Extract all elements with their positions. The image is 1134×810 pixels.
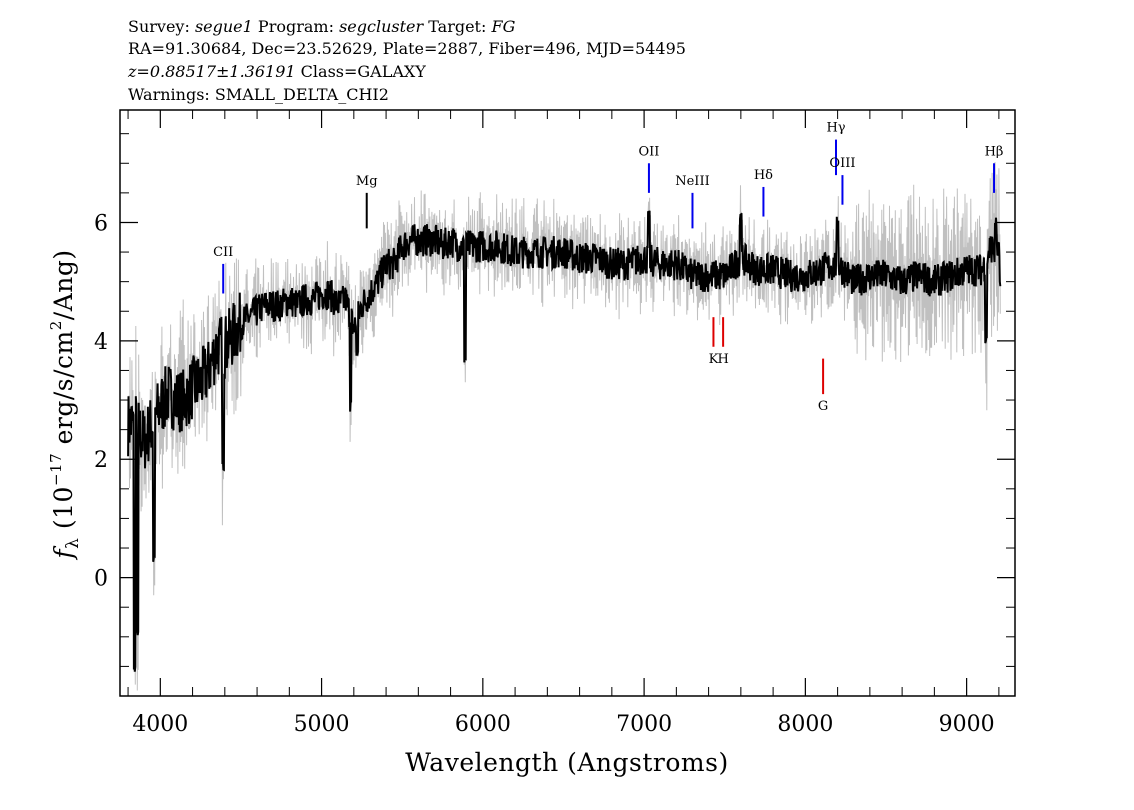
x-tick-label: 9000 (939, 712, 995, 737)
y-axis-title: fλ (10−17 erg/s/cm2/Ang) (47, 249, 83, 560)
header-line-3: z=0.88517±1.36191 Class=GALAXY (127, 62, 426, 81)
y-tick-label: 0 (94, 567, 108, 592)
flux-series-line (127, 210, 1002, 672)
x-tick-label: 8000 (777, 712, 833, 737)
line-label-K: K (709, 352, 719, 367)
x-tick-label: 7000 (616, 712, 672, 737)
line-label-Hβ: Hβ (985, 144, 1004, 159)
line-label-OII: OII (638, 144, 659, 159)
x-tick-label: 4000 (132, 712, 188, 737)
axis-tick-labels: 4000 5000 6000 7000 8000 9000 0 2 4 6 (94, 211, 995, 737)
x-tick-label: 6000 (455, 712, 511, 737)
x-axis-title: Wavelength (Angstroms) (405, 748, 728, 777)
line-label-OIII: OIII (829, 156, 855, 171)
header-line-4: Warnings: SMALL_DELTA_CHI2 (128, 85, 389, 104)
axis-ticks (120, 110, 1015, 696)
y-tick-label: 6 (94, 211, 108, 236)
line-label-Hδ: Hδ (754, 168, 773, 183)
line-label-G: G (818, 399, 828, 414)
x-tick-label: 5000 (294, 712, 350, 737)
spectral-line-markers: CII Mg OII NeIII Hδ Hγ OIII Hβ K H G (213, 121, 1003, 415)
line-label-Hγ: Hγ (826, 121, 845, 136)
line-label-Mg: Mg (356, 174, 378, 189)
y-tick-label: 4 (94, 330, 108, 355)
header-line-2: RA=91.30684, Dec=23.52629, Plate=2887, F… (128, 39, 686, 58)
line-label-CII: CII (213, 245, 233, 260)
line-label-H: H (717, 352, 728, 367)
line-label-NeIII: NeIII (675, 174, 709, 189)
plot-frame (119, 109, 1016, 697)
plot-area (127, 161, 1002, 691)
y-tick-label: 2 (94, 448, 108, 473)
header-line-1: Survey: segue1 Program: segcluster Targe… (128, 17, 516, 36)
